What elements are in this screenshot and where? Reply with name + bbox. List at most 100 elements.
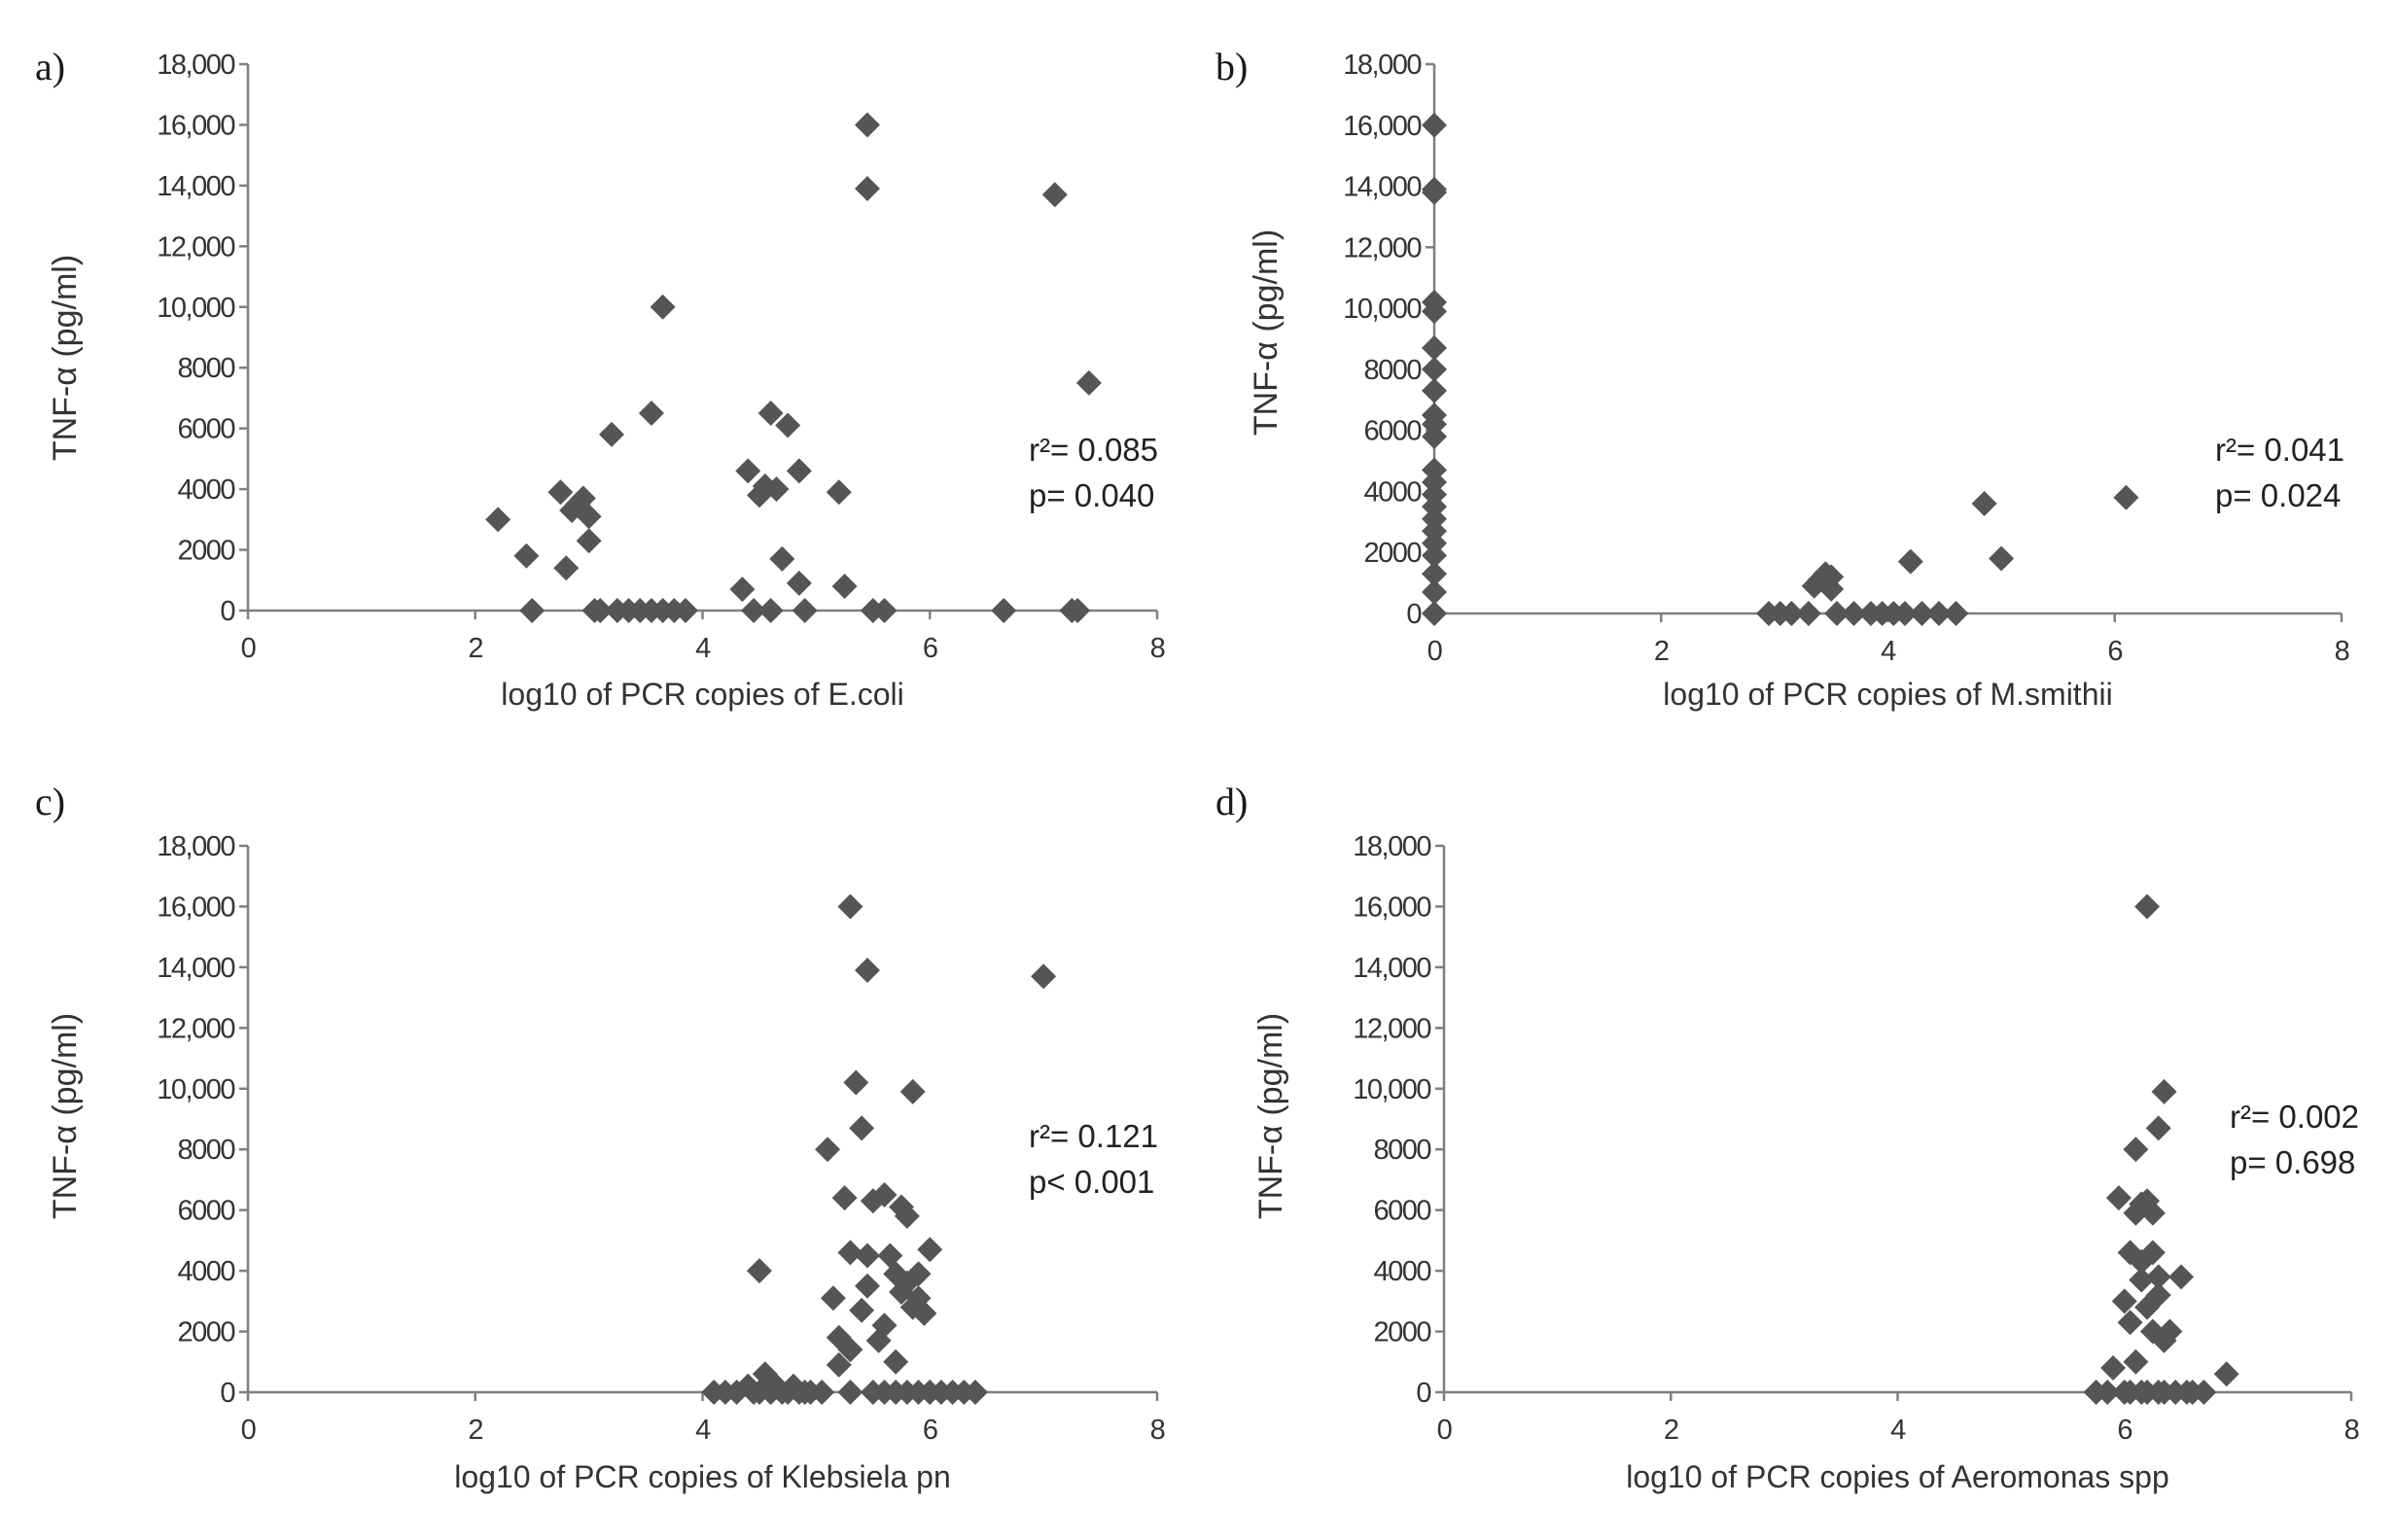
y-tick-label: 2000 bbox=[1373, 1317, 1430, 1348]
y-tick-label: 10,000 bbox=[1353, 1074, 1430, 1105]
y-tick-label: 14,000 bbox=[157, 171, 234, 202]
data-point bbox=[837, 1337, 863, 1363]
data-point bbox=[1989, 545, 2015, 572]
x-tick-label: 6 bbox=[923, 1415, 937, 1446]
y-tick-label: 2000 bbox=[177, 536, 234, 567]
y-tick-label: 18,000 bbox=[157, 831, 234, 862]
y-tick-label: 10,000 bbox=[157, 293, 234, 324]
data-point bbox=[2113, 484, 2139, 510]
panel-c: c) 0 2000 4000 6000 8000 10,000 12,000 14,000 16,… bbox=[35, 780, 1166, 1494]
data-point bbox=[587, 598, 614, 623]
y-tick-label: 0 bbox=[1416, 1378, 1430, 1409]
r-squared-annotation: r²= 0.002 bbox=[2230, 1099, 2359, 1135]
data-point bbox=[576, 504, 602, 530]
x-tick-label: 8 bbox=[1150, 1415, 1165, 1446]
x-tick-label: 6 bbox=[2117, 1415, 2132, 1446]
data-point bbox=[2157, 1318, 2183, 1345]
data-point bbox=[1824, 601, 1850, 626]
data-point bbox=[735, 458, 761, 484]
p-value-annotation: p= 0.024 bbox=[2215, 477, 2341, 513]
y-tick-label: 0 bbox=[1406, 599, 1421, 630]
y-tick-label: 14,000 bbox=[1353, 953, 1430, 984]
panel-letter: d) bbox=[1216, 780, 1248, 823]
data-point bbox=[1075, 369, 1102, 396]
x-axis-label: log10 of PCR copies of M.smithii bbox=[1663, 677, 2112, 712]
p-value-annotation: p= 0.698 bbox=[2230, 1144, 2355, 1180]
panel-d: d) 0 2000 4000 6000 8000 10,000 12,000 14,000 16,… bbox=[1216, 780, 2360, 1494]
data-point bbox=[2139, 1240, 2166, 1266]
data-point bbox=[1971, 491, 1997, 516]
x-tick-label: 0 bbox=[1427, 636, 1442, 667]
data-point bbox=[553, 555, 580, 581]
data-point bbox=[599, 421, 624, 447]
data-point bbox=[826, 479, 852, 506]
data-point bbox=[2111, 1288, 2137, 1314]
x-tick-label: 0 bbox=[1437, 1415, 1452, 1446]
data-point bbox=[672, 598, 698, 623]
r-squared-annotation: r²= 0.041 bbox=[2215, 432, 2344, 468]
y-tick-label: 16,000 bbox=[157, 110, 234, 141]
data-point bbox=[1422, 334, 1447, 361]
data-point bbox=[638, 401, 664, 427]
y-tick-label: 6000 bbox=[1373, 1196, 1430, 1227]
data-point bbox=[2123, 1348, 2149, 1375]
data-point bbox=[854, 112, 880, 138]
data-point bbox=[871, 1312, 898, 1339]
data-point bbox=[1422, 179, 1447, 205]
x-tick-label: 4 bbox=[695, 633, 711, 664]
x-tick-label: 2 bbox=[468, 1415, 482, 1446]
data-point bbox=[2168, 1264, 2195, 1290]
y-tick-label: 16,000 bbox=[1353, 892, 1430, 923]
data-point bbox=[2117, 1310, 2143, 1336]
data-point bbox=[809, 1380, 835, 1405]
x-axis-label: log10 of PCR copies of E.coli bbox=[501, 677, 903, 712]
data-point bbox=[758, 598, 784, 623]
data-point bbox=[1818, 576, 1845, 602]
data-point bbox=[1779, 601, 1805, 626]
data-point bbox=[1841, 601, 1867, 626]
y-tick-label: 10,000 bbox=[157, 1074, 234, 1105]
data-point bbox=[963, 1380, 988, 1405]
r-squared-annotation: r²= 0.121 bbox=[1029, 1118, 1158, 1154]
panel-b: b) 0 2000 4000 6000 8000 10,000 12,000 14,000 16,… bbox=[1216, 45, 2350, 712]
data-point bbox=[1422, 356, 1447, 382]
x-axis-label: log10 of PCR copies of Aeromonas spp bbox=[1626, 1459, 2169, 1494]
data-point bbox=[849, 1297, 875, 1323]
data-point bbox=[911, 1300, 937, 1326]
data-point bbox=[831, 1185, 858, 1211]
x-tick-label: 8 bbox=[2335, 636, 2349, 667]
data-point bbox=[2134, 893, 2161, 920]
y-tick-label: 6000 bbox=[1363, 416, 1421, 447]
y-tick-label: 2000 bbox=[177, 1317, 234, 1348]
data-point bbox=[758, 401, 784, 427]
data-point bbox=[837, 1240, 863, 1266]
data-point bbox=[871, 598, 898, 623]
y-tick-label: 12,000 bbox=[157, 1013, 234, 1044]
p-value-annotation: p= 0.040 bbox=[1029, 477, 1154, 513]
data-point bbox=[746, 1258, 772, 1284]
x-tick-label: 0 bbox=[241, 633, 256, 664]
y-tick-label: 14,000 bbox=[1343, 172, 1421, 203]
panel-a: a) 0 2000 4000 6000 8000 10,000 12,000 14,000 16,… bbox=[35, 45, 1166, 712]
data-point bbox=[854, 176, 880, 202]
y-tick-label: 4000 bbox=[1373, 1256, 1430, 1287]
y-tick-label: 8000 bbox=[177, 353, 234, 384]
data-point bbox=[2213, 1361, 2239, 1387]
data-point bbox=[769, 545, 795, 572]
data-point bbox=[2191, 1380, 2217, 1405]
x-tick-label: 2 bbox=[1664, 1415, 1678, 1446]
x-tick-label: 4 bbox=[1890, 1415, 1906, 1446]
panel-letter: b) bbox=[1216, 45, 1248, 88]
data-point bbox=[1909, 601, 1935, 626]
data-point bbox=[837, 893, 863, 920]
y-axis-label: TNF-α (pg/ml) bbox=[1252, 1013, 1289, 1219]
y-tick-label: 12,000 bbox=[157, 231, 234, 262]
data-point bbox=[576, 528, 602, 554]
data-point bbox=[2129, 1267, 2155, 1293]
data-point bbox=[650, 294, 676, 320]
data-point bbox=[2123, 1137, 2149, 1163]
y-axis-label: TNF-α (pg/ml) bbox=[47, 255, 84, 461]
data-point bbox=[899, 1078, 926, 1104]
data-point bbox=[485, 507, 511, 533]
y-tick-label: 12,000 bbox=[1343, 232, 1421, 263]
